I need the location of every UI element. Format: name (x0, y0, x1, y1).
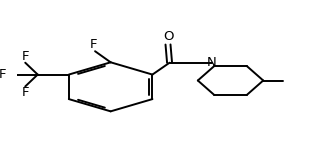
Text: N: N (207, 56, 216, 69)
Text: O: O (163, 30, 173, 43)
Text: F: F (22, 50, 30, 63)
Text: F: F (22, 86, 30, 99)
Text: F: F (0, 68, 6, 81)
Text: F: F (90, 38, 97, 51)
